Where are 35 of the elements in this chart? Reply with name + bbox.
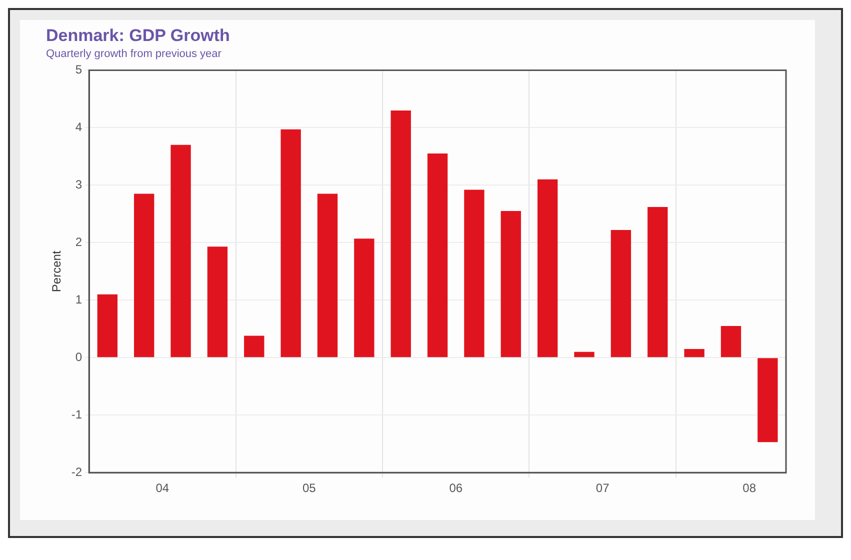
bar bbox=[610, 230, 632, 358]
y-axis-title: Percent bbox=[50, 250, 64, 292]
bar bbox=[354, 238, 374, 358]
bar bbox=[207, 246, 228, 358]
bar bbox=[244, 336, 264, 358]
y-tick-label: 3 bbox=[75, 177, 82, 192]
x-tick-label: 06 bbox=[449, 481, 463, 496]
x-tick-label: 07 bbox=[596, 481, 610, 496]
x-tick-label: 05 bbox=[302, 481, 316, 496]
y-tick-label: 5 bbox=[75, 62, 82, 77]
bar bbox=[500, 211, 521, 358]
y-tick-label: -1 bbox=[71, 407, 82, 422]
y-tick-label: 2 bbox=[75, 234, 82, 249]
bar bbox=[317, 194, 338, 358]
bar bbox=[134, 194, 154, 358]
y-tick-label: 4 bbox=[75, 120, 82, 134]
chart-title: Denmark: GDP Growth bbox=[46, 26, 231, 46]
bar bbox=[280, 129, 301, 358]
bar bbox=[720, 326, 742, 358]
bar bbox=[648, 207, 668, 358]
y-tick-label: 0 bbox=[75, 350, 82, 364]
bar bbox=[97, 294, 118, 358]
bar bbox=[464, 190, 484, 358]
y-tick-label: 1 bbox=[75, 292, 82, 306]
x-tick-label: 04 bbox=[156, 481, 170, 496]
x-tick-label: 08 bbox=[742, 481, 756, 496]
bar bbox=[390, 110, 411, 358]
bar bbox=[427, 154, 448, 358]
bar bbox=[684, 349, 704, 358]
bar bbox=[170, 144, 191, 358]
bar bbox=[574, 352, 594, 358]
bar bbox=[758, 358, 778, 442]
bar bbox=[537, 179, 558, 358]
chart-subtitle: Quarterly growth from previous year bbox=[46, 48, 222, 60]
y-tick-label: -2 bbox=[71, 464, 82, 479]
